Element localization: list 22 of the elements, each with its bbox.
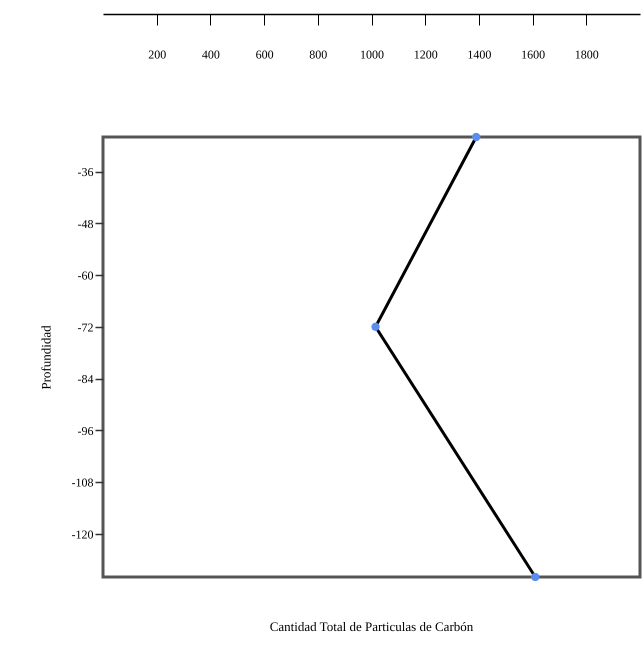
point <box>371 322 380 331</box>
x-tick-label: 1400 <box>467 48 492 62</box>
x-tick-label: 1000 <box>360 48 384 62</box>
x-tick-label: 1800 <box>574 48 599 62</box>
x-tick-label: 200 <box>148 48 166 62</box>
x-tick-label: 800 <box>309 48 328 62</box>
y-tick-label: -96 <box>78 424 94 438</box>
x-tick-label: 1200 <box>414 48 438 62</box>
x-tick-label: 400 <box>202 48 220 62</box>
y-tick-label: -48 <box>78 216 94 231</box>
y-tick-label: -120 <box>72 527 94 542</box>
point <box>472 132 480 142</box>
y-tick-label: -60 <box>78 268 94 283</box>
x-tick-label: 600 <box>256 48 274 62</box>
y-tick-label: -84 <box>78 372 94 386</box>
y-axis-title: Profundidad <box>38 324 54 390</box>
y-tick-label: -72 <box>78 320 94 334</box>
x-axis-title: Cantidad Total de Particulas de Carbón <box>270 619 474 634</box>
y-tick-label: -36 <box>78 165 94 180</box>
x-tick-label: 1600 <box>521 48 546 62</box>
point <box>531 572 540 582</box>
y-tick-label: -108 <box>72 476 94 490</box>
